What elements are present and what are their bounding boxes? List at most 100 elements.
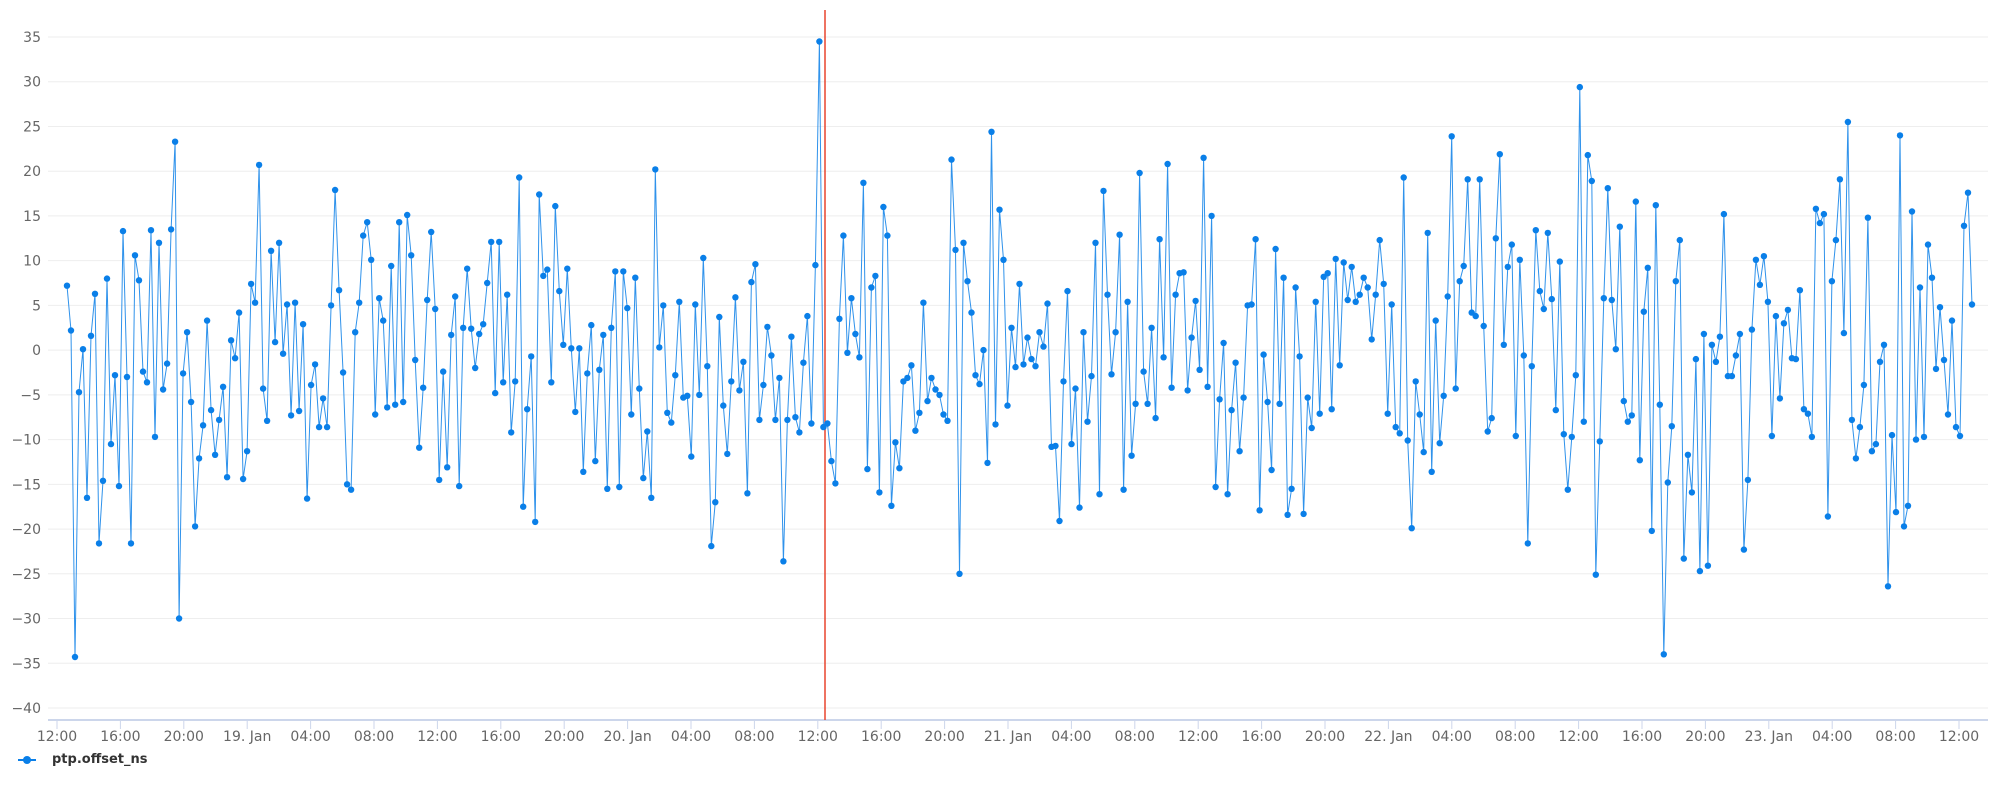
data-point[interactable]: [380, 317, 387, 324]
data-point[interactable]: [628, 411, 635, 418]
data-point[interactable]: [1600, 295, 1608, 302]
data-point[interactable]: [812, 261, 819, 269]
data-point[interactable]: [752, 261, 759, 268]
data-point[interactable]: [408, 252, 415, 259]
data-point[interactable]: [376, 295, 383, 302]
data-point[interactable]: [1576, 83, 1584, 91]
data-point[interactable]: [760, 381, 767, 389]
data-point[interactable]: [103, 275, 111, 282]
data-point[interactable]: [1700, 330, 1708, 338]
data-point[interactable]: [520, 503, 527, 510]
data-point[interactable]: [1936, 304, 1944, 311]
data-point[interactable]: [600, 331, 607, 339]
data-point[interactable]: [1240, 394, 1247, 401]
data-point[interactable]: [1136, 169, 1143, 177]
data-point[interactable]: [159, 386, 167, 393]
data-point[interactable]: [1792, 355, 1800, 363]
data-point[interactable]: [1392, 423, 1399, 431]
data-point[interactable]: [1180, 269, 1187, 276]
data-point[interactable]: [824, 420, 831, 427]
data-point[interactable]: [123, 373, 131, 381]
data-point[interactable]: [151, 433, 159, 441]
data-point[interactable]: [1840, 329, 1848, 337]
data-point[interactable]: [267, 247, 275, 254]
data-point[interactable]: [588, 321, 595, 329]
data-point[interactable]: [163, 360, 171, 367]
data-point[interactable]: [1068, 440, 1075, 448]
data-point[interactable]: [79, 346, 87, 353]
data-point[interactable]: [596, 366, 603, 373]
data-point[interactable]: [259, 385, 267, 392]
data-point[interactable]: [187, 398, 195, 406]
data-point[interactable]: [1696, 567, 1704, 575]
data-point[interactable]: [1168, 384, 1175, 391]
data-point[interactable]: [131, 252, 139, 259]
data-point[interactable]: [1776, 395, 1784, 402]
data-point[interactable]: [1032, 363, 1039, 370]
data-point[interactable]: [1120, 486, 1127, 493]
data-point[interactable]: [1016, 280, 1023, 288]
data-point[interactable]: [1512, 432, 1520, 440]
data-point[interactable]: [352, 329, 359, 336]
data-point[interactable]: [1720, 210, 1728, 218]
data-point[interactable]: [1436, 440, 1443, 447]
data-point[interactable]: [251, 299, 259, 306]
data-point[interactable]: [203, 317, 211, 324]
data-point[interactable]: [1352, 298, 1359, 305]
data-point[interactable]: [444, 464, 451, 471]
data-point[interactable]: [1516, 256, 1524, 263]
data-point[interactable]: [1884, 583, 1892, 590]
data-point[interactable]: [1904, 502, 1912, 509]
data-point[interactable]: [1920, 433, 1928, 441]
data-point[interactable]: [564, 265, 571, 272]
data-point[interactable]: [856, 354, 863, 361]
data-point[interactable]: [572, 408, 579, 416]
data-point[interactable]: [712, 499, 719, 506]
data-point[interactable]: [828, 457, 835, 465]
data-point[interactable]: [1264, 398, 1271, 406]
data-point[interactable]: [384, 404, 391, 411]
data-point[interactable]: [1432, 317, 1439, 324]
data-point[interactable]: [1652, 202, 1660, 209]
data-point[interactable]: [183, 329, 191, 336]
data-point[interactable]: [1420, 448, 1427, 456]
data-point[interactable]: [319, 395, 327, 402]
data-point[interactable]: [1116, 231, 1123, 238]
data-point[interactable]: [584, 370, 591, 377]
data-point[interactable]: [139, 368, 147, 375]
data-point[interactable]: [508, 429, 515, 436]
data-point[interactable]: [672, 372, 679, 379]
data-point[interactable]: [231, 355, 239, 362]
data-point[interactable]: [1764, 298, 1772, 305]
data-point[interactable]: [916, 409, 923, 416]
data-point[interactable]: [1588, 177, 1596, 185]
data-point[interactable]: [1012, 363, 1019, 371]
data-point[interactable]: [1108, 371, 1115, 378]
data-point[interactable]: [1328, 406, 1335, 413]
data-point[interactable]: [580, 468, 587, 475]
data-point[interactable]: [420, 384, 427, 391]
data-point[interactable]: [424, 296, 431, 304]
data-point[interactable]: [1488, 414, 1495, 422]
data-point[interactable]: [560, 341, 567, 348]
data-point[interactable]: [1372, 291, 1379, 298]
data-point[interactable]: [1196, 366, 1203, 373]
data-point[interactable]: [1692, 355, 1700, 363]
data-point[interactable]: [1704, 562, 1712, 569]
data-point[interactable]: [255, 161, 263, 169]
data-point[interactable]: [1460, 262, 1467, 270]
data-point[interactable]: [436, 476, 443, 484]
data-point[interactable]: [788, 333, 795, 340]
data-point[interactable]: [996, 206, 1003, 213]
data-point[interactable]: [75, 389, 83, 396]
data-point[interactable]: [1236, 448, 1243, 455]
data-point[interactable]: [988, 128, 995, 135]
data-point[interactable]: [1360, 274, 1367, 281]
data-point[interactable]: [872, 272, 879, 280]
data-point[interactable]: [147, 227, 155, 234]
data-point[interactable]: [676, 298, 683, 305]
data-point[interactable]: [1896, 132, 1904, 139]
data-point[interactable]: [1856, 423, 1864, 431]
data-point[interactable]: [1824, 513, 1832, 520]
data-point[interactable]: [1528, 363, 1536, 370]
